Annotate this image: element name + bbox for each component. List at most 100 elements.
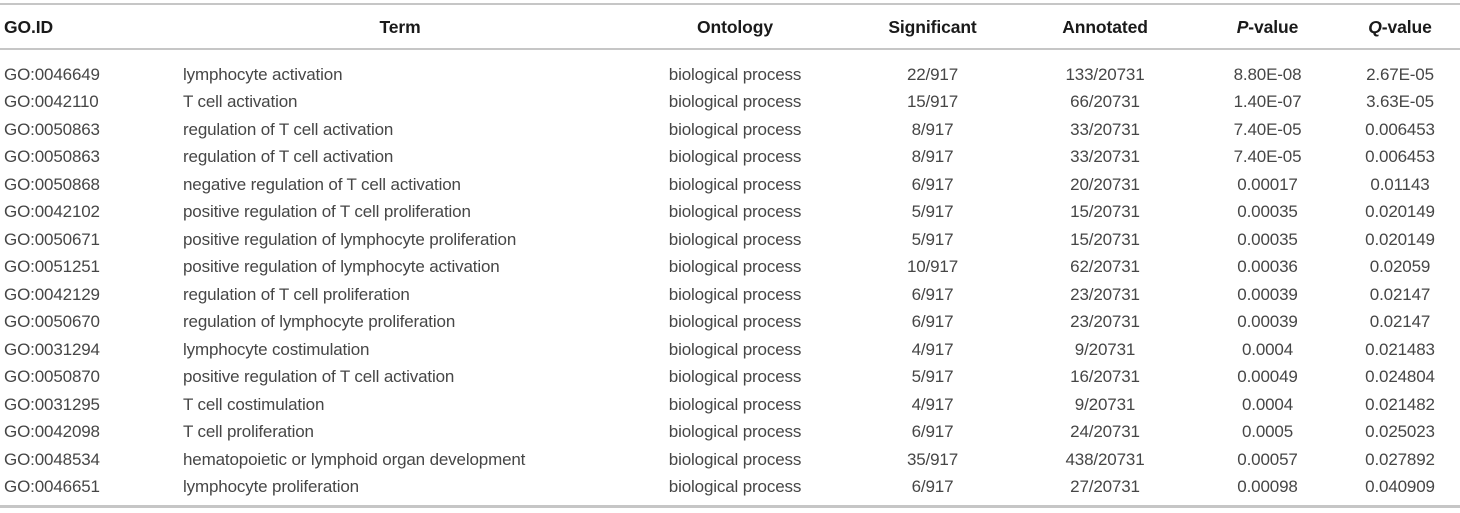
table-row: GO:0051251 positive regulation of lymphoc… (0, 254, 1460, 282)
cell-term: negative regulation of T cell activation (183, 174, 461, 194)
cell-annotated: 15/20731 (1070, 202, 1140, 222)
column-header-label: Annotated (1062, 17, 1148, 37)
cell-ontology: biological process (668, 92, 802, 112)
cell-p_value: 0.00049 (1237, 367, 1298, 387)
cell-q_value: 0.01143 (1370, 174, 1430, 194)
cell-significant: 35/917 (906, 449, 959, 469)
cell-p_value: 0.00017 (1237, 174, 1298, 194)
go-enrichment-results-table: GO.ID Term Ontology Significant Annotated P-v… (0, 5, 1460, 501)
column-header-label: Significant (888, 17, 977, 37)
cell-term: regulation of T cell activation (183, 147, 394, 167)
cell-q_value: 0.020149 (1365, 229, 1435, 249)
cell-term: lymphocyte proliferation (183, 477, 359, 497)
column-header-term: Term (180, 5, 620, 50)
table-row: GO:0050671 positive regulation of lymphoc… (0, 226, 1460, 254)
cell-q_value: 0.02059 (1369, 257, 1431, 277)
cell-significant: 15/917 (906, 92, 959, 112)
column-header-significant: Significant (850, 5, 1015, 50)
cell-term: regulation of T cell activation (183, 119, 394, 139)
cell-significant: 6/917 (911, 174, 954, 194)
cell-go_id: GO:0050870 (4, 367, 100, 387)
table-row: GO:0050870 positive regulation of T cell … (0, 364, 1460, 392)
cell-term: positive regulation of lymphocyte prolif… (183, 229, 517, 249)
table-row: GO:0046649 lymphocyte activation biologica… (0, 49, 1460, 89)
cell-ontology: biological process (668, 147, 802, 167)
cell-p_value: 0.0004 (1241, 394, 1294, 414)
cell-q_value: 0.020149 (1365, 202, 1435, 222)
cell-q_value: 0.025023 (1365, 422, 1435, 442)
cell-ontology: biological process (668, 339, 802, 359)
cell-p_value: 0.0005 (1241, 422, 1294, 442)
cell-significant: 10/917 (906, 257, 959, 277)
cell-significant: 22/917 (906, 65, 959, 85)
cell-go_id: GO:0048534 (4, 449, 100, 469)
cell-significant: 4/917 (911, 339, 954, 359)
cell-term: T cell activation (183, 92, 298, 112)
cell-significant: 6/917 (911, 422, 954, 442)
column-header-q_value: Q-value (1340, 5, 1460, 50)
cell-ontology: biological process (668, 477, 802, 497)
cell-significant: 8/917 (911, 147, 954, 167)
column-header-ontology: Ontology (620, 5, 850, 50)
cell-p_value: 0.0004 (1241, 339, 1294, 359)
cell-q_value: 0.027892 (1365, 449, 1435, 469)
cell-ontology: biological process (668, 257, 802, 277)
cell-p_value: 0.00057 (1237, 449, 1298, 469)
cell-annotated: 16/20731 (1070, 367, 1140, 387)
column-header-label: Ontology (697, 17, 773, 37)
cell-p_value: 7.40E-05 (1233, 147, 1302, 167)
cell-p_value: 8.80E-08 (1233, 65, 1302, 85)
cell-q_value: 0.02147 (1369, 312, 1431, 332)
cell-significant: 6/917 (911, 284, 954, 304)
cell-significant: 5/917 (911, 367, 954, 387)
cell-p_value: 0.00035 (1237, 229, 1298, 249)
column-header-annotated: Annotated (1015, 5, 1195, 50)
cell-ontology: biological process (668, 229, 802, 249)
cell-annotated: 15/20731 (1070, 229, 1140, 249)
cell-term: positive regulation of lymphocyte activa… (183, 257, 500, 277)
cell-annotated: 438/20731 (1065, 449, 1145, 469)
cell-annotated: 9/20731 (1074, 394, 1136, 414)
cell-significant: 8/917 (911, 119, 954, 139)
cell-term: positive regulation of T cell activation (183, 367, 455, 387)
column-header-label: Term (379, 17, 421, 37)
table-row: GO:0042102 positive regulation of T cell … (0, 199, 1460, 227)
cell-q_value: 0.006453 (1365, 119, 1435, 139)
cell-q_value: 0.021483 (1365, 339, 1435, 359)
cell-term: hematopoietic or lymphoid organ developm… (183, 449, 526, 469)
table-row: GO:0042110 T cell activation biological pr… (0, 89, 1460, 117)
cell-term: regulation of lymphocyte proliferation (183, 312, 456, 332)
cell-go_id: GO:0042102 (4, 202, 100, 222)
cell-ontology: biological process (668, 174, 802, 194)
cell-term: lymphocyte costimulation (183, 339, 370, 359)
table-row: GO:0031294 lymphocyte costimulation biolog… (0, 336, 1460, 364)
cell-annotated: 27/20731 (1070, 477, 1140, 497)
cell-annotated: 62/20731 (1070, 257, 1140, 277)
cell-go_id: GO:0050671 (4, 229, 100, 249)
column-header-go_id: GO.ID (0, 5, 180, 50)
cell-term: T cell costimulation (183, 394, 325, 414)
table-header: GO.ID Term Ontology Significant Annotated P-v… (0, 5, 1460, 50)
cell-annotated: 33/20731 (1070, 147, 1140, 167)
table-row: GO:0046651 lymphocyte proliferation biolog… (0, 474, 1460, 502)
cell-ontology: biological process (668, 312, 802, 332)
column-header-label: GO.ID (4, 17, 54, 37)
column-header-label: P-value (1236, 17, 1299, 37)
cell-significant: 6/917 (911, 312, 954, 332)
cell-p_value: 0.00036 (1237, 257, 1298, 277)
table-row: GO:0031295 T cell costimulation biological… (0, 391, 1460, 419)
cell-go_id: GO:0050868 (4, 174, 100, 194)
cell-p_value: 7.40E-05 (1233, 119, 1302, 139)
cell-term: regulation of T cell proliferation (183, 284, 410, 304)
table-row: GO:0050868 negative regulation of T cell … (0, 171, 1460, 199)
cell-go_id: GO:0031295 (4, 394, 100, 414)
table-row: GO:0042098 T cell proliferation biological… (0, 419, 1460, 447)
cell-ontology: biological process (668, 119, 802, 139)
cell-q_value: 0.02147 (1369, 284, 1431, 304)
cell-go_id: GO:0050863 (4, 119, 100, 139)
table-bottom-rule (0, 505, 1460, 508)
cell-q_value: 0.021482 (1365, 394, 1435, 414)
go-enrichment-table-figure: GO.ID Term Ontology Significant Annotated P-v… (0, 3, 1460, 513)
cell-annotated: 20/20731 (1070, 174, 1140, 194)
cell-q_value: 0.040909 (1365, 477, 1435, 497)
